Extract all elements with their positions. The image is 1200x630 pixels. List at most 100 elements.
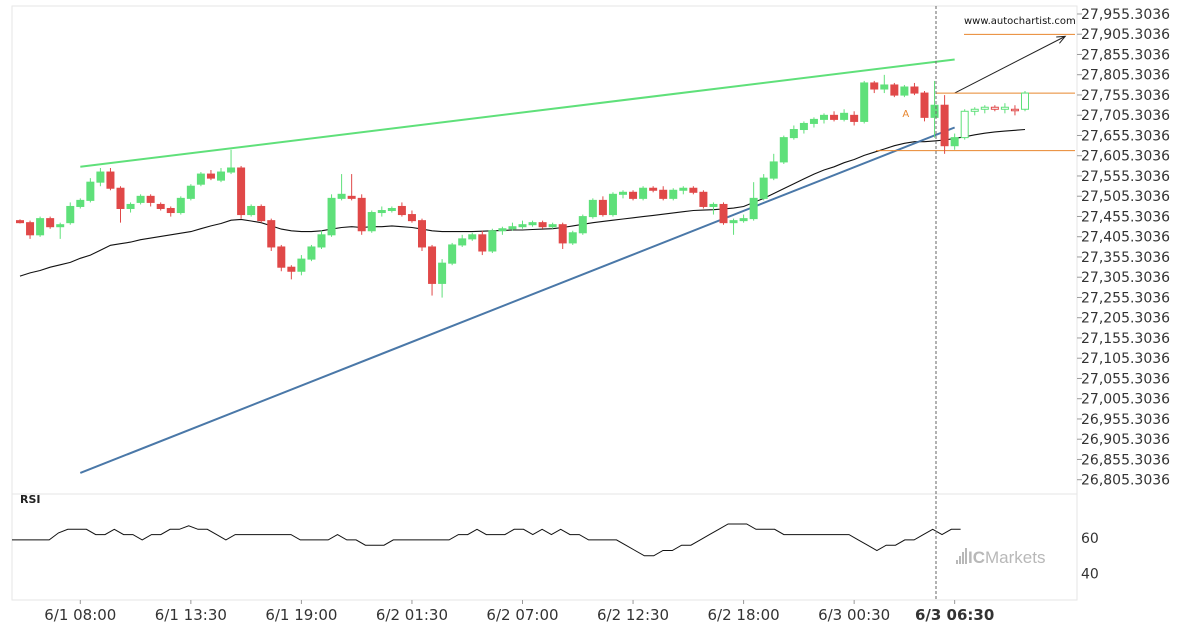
candle-body: [227, 167, 236, 173]
resistance-trendline: [80, 58, 955, 168]
y-tick-label: 27,505.3036: [1081, 189, 1170, 205]
candle: [367, 210, 376, 233]
candle-body: [86, 181, 95, 201]
candle: [548, 222, 557, 229]
candle-body: [267, 220, 276, 248]
candle: [950, 133, 959, 150]
x-axis-ticks: 6/1 08:00 6/1 13:30 6/1 19:00 6/2 01:30 6/2 …: [44, 600, 994, 624]
candle: [699, 190, 708, 209]
candle: [960, 109, 969, 140]
candle: [166, 206, 175, 217]
y-tick-label: 27,205.3036: [1081, 311, 1170, 327]
candle-body: [488, 230, 497, 252]
candle-body: [729, 220, 738, 224]
y-tick-label: 27,055.3036: [1081, 371, 1170, 387]
pattern-point-label: A: [902, 109, 909, 120]
candle: [789, 125, 798, 140]
candle: [558, 222, 567, 249]
candle: [528, 220, 537, 227]
rsi-panel: RSI 60 40 ICMarkets: [11, 493, 1099, 601]
candle-body: [619, 191, 627, 195]
candle-body: [166, 207, 175, 214]
brand-prefix: IC: [968, 548, 985, 567]
x-tick-label: 6/1 13:30: [155, 606, 227, 624]
candle-body: [950, 137, 959, 147]
x-tick-label: 6/1 19:00: [265, 606, 337, 624]
candle-body: [679, 187, 688, 191]
rsi-tick-label: 40: [1081, 567, 1099, 583]
candle-body: [890, 84, 899, 96]
candle-body: [367, 212, 376, 232]
y-tick-label: 26,805.3036: [1081, 473, 1170, 489]
candle: [1010, 105, 1019, 116]
candle: [478, 230, 487, 256]
candle: [890, 82, 899, 98]
candle-body: [116, 187, 125, 209]
candle-body: [96, 171, 105, 183]
candle-body: [317, 234, 326, 248]
candle: [347, 174, 356, 201]
candle: [468, 232, 477, 241]
candle: [56, 222, 65, 239]
y-tick-label: 26,905.3036: [1081, 432, 1170, 448]
candle: [809, 117, 818, 128]
brand-text: ICMarkets: [968, 548, 1045, 567]
candle: [16, 219, 24, 224]
y-tick-label: 27,755.3036: [1081, 88, 1170, 104]
candle: [196, 172, 205, 187]
candle-body: [870, 82, 879, 90]
candle: [136, 194, 145, 205]
candle: [508, 222, 517, 231]
candle-body: [468, 234, 477, 240]
candle: [106, 167, 115, 191]
y-tick-label: 27,655.3036: [1081, 128, 1170, 144]
y-tick-label: 27,555.3036: [1081, 169, 1170, 185]
brand-bar: [965, 548, 967, 564]
candle-body: [1021, 92, 1029, 110]
x-tick-label: 6/2 12:30: [597, 606, 669, 624]
y-tick-label: 26,855.3036: [1081, 452, 1170, 468]
candle-body: [46, 218, 55, 228]
candle-body: [337, 193, 346, 199]
candle-body: [910, 86, 919, 94]
candle-body: [287, 266, 296, 272]
candle-body: [407, 214, 416, 222]
price-panel-frame: [11, 5, 1078, 495]
candle-body: [850, 114, 859, 122]
candle-body: [719, 203, 728, 224]
candle-body: [307, 246, 316, 260]
candle-body: [629, 191, 638, 199]
candle-body: [418, 220, 426, 248]
candle: [940, 95, 949, 154]
candle: [860, 80, 869, 124]
candle-body: [257, 205, 266, 222]
rsi-title: RSI: [20, 493, 41, 506]
candle-body: [136, 195, 145, 203]
candle: [588, 198, 597, 219]
candle: [669, 188, 678, 201]
candle: [458, 234, 467, 247]
candle-body: [820, 114, 828, 120]
candle: [66, 202, 75, 225]
candle: [438, 259, 447, 298]
candle-body: [458, 238, 467, 246]
rsi-line: [12, 523, 961, 557]
candle-body: [860, 82, 869, 122]
y-tick-label: 27,255.3036: [1081, 290, 1170, 306]
candle: [307, 244, 316, 262]
candle: [186, 184, 195, 201]
candle-body: [76, 199, 85, 207]
candle-body: [649, 187, 658, 191]
candle-body: [66, 205, 75, 224]
candle: [377, 206, 386, 217]
candle: [649, 186, 658, 193]
y-axis-ticks: 27,955.3036 27,905.3036 27,855.3036 27,805.…: [1077, 7, 1170, 489]
brand-bar: [956, 560, 958, 564]
rsi-line-layer: [12, 523, 961, 557]
y-tick-label: 27,105.3036: [1081, 351, 1170, 367]
candle-body: [56, 224, 65, 228]
candle: [146, 194, 155, 207]
candle: [36, 216, 45, 237]
candle-body: [960, 110, 969, 139]
candles-layer: [16, 74, 1029, 298]
